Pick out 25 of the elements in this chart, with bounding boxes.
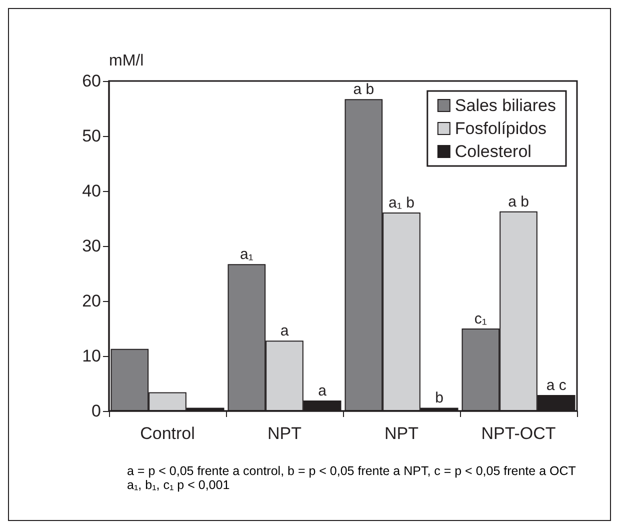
y-tick-label: 0 <box>92 402 101 420</box>
data-label: c₁ <box>474 310 487 328</box>
legend-label: Colesterol <box>454 142 532 161</box>
data-label: a c <box>546 377 567 394</box>
text: a = p < 0,05 frente a control, b = p < 0,05 frente a NPT, c = p < 0,05 frente a OCT a₁, b₁, c₁ p < 0,001 <box>127 464 580 492</box>
y-tick-label: 30 <box>82 236 101 256</box>
y-tick-label: 60 <box>82 72 101 90</box>
data-label: a b <box>353 81 374 98</box>
data-label: a <box>318 382 328 400</box>
y-axis-title: mM/l <box>109 52 144 70</box>
x-tick-label: Control <box>140 424 195 443</box>
x-tick-label: NPT <box>268 424 302 443</box>
data-label: b <box>435 390 444 407</box>
data-label: a b <box>508 193 529 210</box>
legend-label: Sales biliares <box>454 96 556 115</box>
data-label: a₁ <box>240 246 254 264</box>
legend-label: Fosfolípidos <box>454 119 547 138</box>
y-tick-label: 10 <box>82 346 101 366</box>
y-tick-label: 50 <box>82 126 101 146</box>
x-tick-label: NPT <box>384 424 418 443</box>
y-tick-label: 40 <box>82 182 101 200</box>
data-label: a₁ b <box>388 194 414 212</box>
y-tick-label: 20 <box>82 292 101 310</box>
data-label: a <box>280 322 290 340</box>
x-tick-label: NPT-OCT <box>481 424 556 443</box>
